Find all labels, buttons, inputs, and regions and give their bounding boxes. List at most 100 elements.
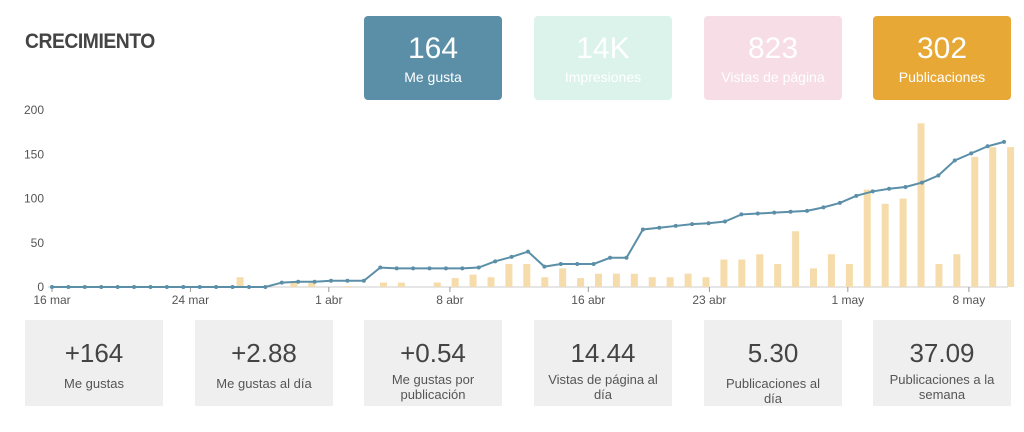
y-tick-label: 0 xyxy=(37,280,44,294)
likes-point xyxy=(821,205,826,210)
x-axis: 16 mar 24 mar 1 abr 8 abr 16 abr 23 abr 1 may 8… xyxy=(33,287,985,307)
posts-bar xyxy=(666,277,674,287)
posts-bar xyxy=(774,263,782,287)
posts-bar xyxy=(792,231,800,287)
likes-point xyxy=(214,285,219,289)
x-tick-label: 16 mar xyxy=(33,293,70,307)
likes-point xyxy=(99,285,104,289)
likes-point xyxy=(526,249,530,254)
likes-point xyxy=(378,265,383,270)
stat-likes-per-day: +2.88 Me gustas al día xyxy=(195,320,333,406)
stat-likes-per-post-label: Me gustas por publicación xyxy=(391,372,475,402)
y-tick-label: 100 xyxy=(24,192,44,206)
posts-bar xyxy=(379,282,387,287)
likes-point xyxy=(443,266,448,271)
posts-bar xyxy=(738,259,746,287)
stat-posts-per-day-value: 5.30 xyxy=(747,338,799,368)
likes-point xyxy=(870,189,875,194)
stat-likes-per-post: +0.54 Me gustas por publicación xyxy=(364,320,502,406)
kpi-posts-label: Publicaciones xyxy=(898,69,986,85)
kpi-likes-label: Me gusta xyxy=(404,69,462,85)
posts-bar xyxy=(397,282,405,287)
x-tick-label: 1 abr xyxy=(315,293,342,307)
posts-bar xyxy=(935,263,943,287)
likes-point xyxy=(624,255,629,260)
posts-bar xyxy=(881,203,889,287)
kpi-impressions-card[interactable]: 14K Impresiones xyxy=(534,16,672,100)
likes-point xyxy=(706,221,711,226)
likes-point xyxy=(985,144,990,149)
y-tick-label: 50 xyxy=(31,236,45,250)
kpi-likes-card[interactable]: 164 Me gusta xyxy=(364,16,502,100)
posts-bar xyxy=(577,278,585,287)
likes-point xyxy=(772,210,777,215)
likes-point xyxy=(887,186,892,191)
likes-point xyxy=(722,219,727,224)
likes-point xyxy=(296,279,301,284)
likes-point xyxy=(903,184,908,189)
posts-bar xyxy=(648,277,656,287)
y-tick-label: 150 xyxy=(24,147,44,161)
posts-bar xyxy=(559,268,567,287)
stat-likes-value: +164 xyxy=(64,338,124,368)
likes-point xyxy=(608,255,613,260)
likes-point xyxy=(345,278,350,283)
stat-posts-per-week-label: Publicaciones a la semana xyxy=(889,372,995,402)
kpi-views-label: Vistas de página xyxy=(721,69,825,85)
likes-point xyxy=(66,285,71,289)
posts-bar xyxy=(971,156,979,287)
likes-point xyxy=(591,261,596,266)
likes-point xyxy=(936,173,941,178)
likes-point xyxy=(361,278,366,283)
stat-views-per-day-label: Vistas de página al día xyxy=(548,372,658,402)
y-axis: 0 50 100 150 200 xyxy=(24,103,44,294)
likes-point xyxy=(1002,139,1006,144)
likes-point xyxy=(952,158,957,163)
x-tick-label: 1 may xyxy=(831,293,864,307)
likes-point xyxy=(164,285,169,289)
likes-point xyxy=(132,285,137,289)
likes-point xyxy=(460,266,465,271)
likes-point xyxy=(312,279,317,284)
posts-bar xyxy=(1007,147,1015,287)
posts-bar xyxy=(290,282,298,287)
posts-bar xyxy=(810,268,818,287)
kpi-views-card[interactable]: 823 Vistas de página xyxy=(704,16,842,100)
posts-bar xyxy=(702,277,710,287)
posts-bars xyxy=(236,123,1015,288)
posts-bar xyxy=(612,273,620,287)
x-tick-label: 24 mar xyxy=(172,293,209,307)
stat-posts-per-week-value: 37.09 xyxy=(909,338,975,368)
likes-point xyxy=(329,278,334,283)
posts-bar xyxy=(953,254,961,287)
growth-chart: 0 50 100 150 200 16 mar 24 mar 1 abr 8 abr 16 ab… xyxy=(24,103,1015,307)
likes-point xyxy=(246,285,251,289)
likes-point xyxy=(739,212,744,217)
likes-point xyxy=(115,285,120,289)
likes-point xyxy=(919,180,924,185)
posts-bar xyxy=(827,254,835,287)
likes-point xyxy=(969,151,974,156)
likes-point xyxy=(493,259,498,264)
posts-bar xyxy=(756,254,764,287)
likes-point xyxy=(837,200,842,205)
likes-point xyxy=(279,280,284,285)
kpi-posts-card[interactable]: 302 Publicaciones xyxy=(873,16,1011,100)
likes-point xyxy=(558,261,563,266)
stat-likes-per-post-value: +0.54 xyxy=(400,338,466,368)
x-tick-label: 16 abr xyxy=(571,293,605,307)
likes-point xyxy=(197,285,202,289)
y-tick-label: 200 xyxy=(24,103,44,117)
stat-views-per-day-value: 14.44 xyxy=(570,338,636,368)
kpi-views-value: 823 xyxy=(747,32,799,65)
posts-bar xyxy=(899,198,907,287)
likes-point xyxy=(476,265,481,270)
likes-point xyxy=(50,285,54,289)
kpi-impressions-value: 14K xyxy=(576,32,630,65)
stat-likes: +164 Me gustas xyxy=(25,320,163,406)
likes-point xyxy=(263,285,268,289)
likes-point xyxy=(509,254,514,259)
posts-bar xyxy=(863,189,871,287)
posts-bar xyxy=(989,147,997,287)
likes-line xyxy=(50,139,1006,289)
